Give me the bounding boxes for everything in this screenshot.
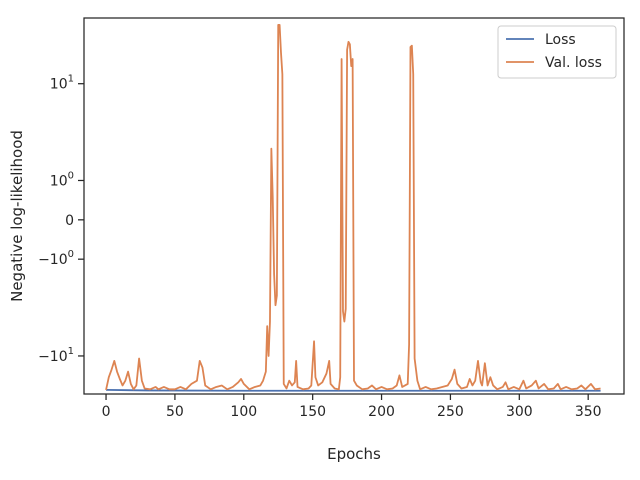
x-tick-label: 150: [299, 404, 326, 420]
x-tick-label: 100: [230, 404, 257, 420]
y-tick-label: −101: [38, 346, 74, 365]
x-tick-label: 250: [437, 404, 464, 420]
legend: Loss Val. loss: [497, 25, 617, 79]
y-tick-label: 0: [65, 213, 74, 229]
x-axis-title: Epochs: [327, 445, 381, 463]
y-axis-title: Negative log-likelihood: [8, 130, 26, 302]
x-tick-label: 300: [506, 404, 533, 420]
x-tick-label: 350: [575, 404, 602, 420]
series-layer: [105, 23, 601, 392]
x-tick-label: 0: [102, 404, 111, 420]
legend-loss-label: Loss: [545, 32, 576, 48]
x-tick-label: 200: [368, 404, 395, 420]
x-tick-label: 50: [166, 404, 184, 420]
series-line-loss: [106, 388, 601, 392]
series-line-val-loss: [105, 23, 601, 391]
plot-frame: [83, 17, 625, 395]
x-axis-ticks: 0 50 100 150 200 250 300 350: [102, 394, 602, 420]
legend-val-loss-label: Val. loss: [545, 55, 602, 71]
y-tick-label: −100: [38, 249, 74, 268]
